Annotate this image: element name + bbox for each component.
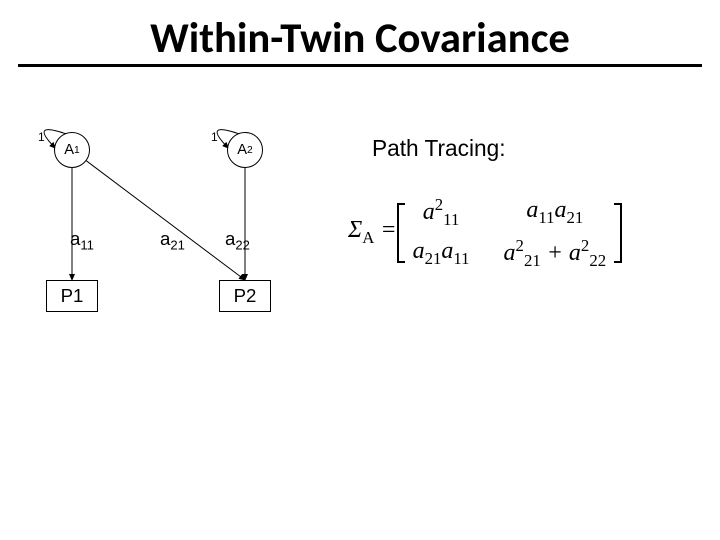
matrix-lhs: ΣA = [348,217,397,248]
matrix-bracket-right [614,203,622,263]
observed-node-P2: P2 [219,280,271,312]
selfloop-label-A2: 1 [211,130,218,144]
selfloop-label-A1: 1 [38,130,45,144]
latent-node-A1: A1 [54,132,90,168]
path-label-A2-P2: a22 [225,228,250,253]
matrix-cell-1-1: a221 + a222 [504,236,607,271]
path-label-A1-P1: a11 [70,228,94,253]
matrix-body: a211 a11a21 a21a11 a221 + a222 [405,195,615,271]
matrix-bracket-left [397,203,405,263]
title-underline [18,64,702,67]
page-title: Within-Twin Covariance [0,12,720,64]
path-tracing-label: Path Tracing: [372,135,506,162]
covariance-matrix: ΣA = a211 a11a21 a21a11 a221 + a222 [348,195,622,271]
matrix-cell-0-0: a211 [413,195,470,230]
matrix-cell-1-0: a21a11 [413,238,470,269]
matrix-cell-0-1: a11a21 [504,197,607,228]
latent-node-A2: A2 [227,132,263,168]
path-label-A1-P2: a21 [160,228,185,253]
observed-node-P1: P1 [46,280,98,312]
